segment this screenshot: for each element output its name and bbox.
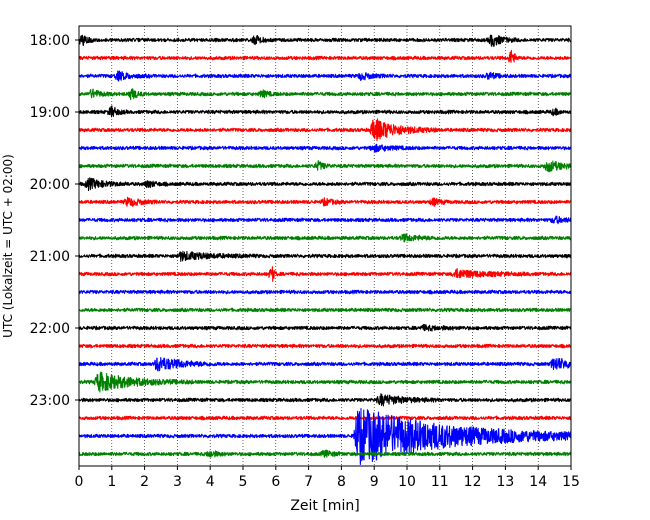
- trace-line: [78, 323, 572, 332]
- x-tick-label: 14: [529, 474, 547, 490]
- trace-line: [78, 393, 572, 407]
- trace-line: [78, 49, 572, 63]
- x-tick-label: 8: [337, 474, 346, 490]
- x-tick-label: 7: [304, 474, 313, 490]
- trace-line: [78, 449, 572, 458]
- x-tick-label: 2: [140, 474, 149, 490]
- x-tick-label: 3: [173, 474, 182, 490]
- y-axis-ticks: 18:00 19:00 20:00 21:00 22:00 23:00: [30, 33, 79, 409]
- y-tick-label: 18:00: [30, 33, 70, 49]
- x-tick-label: 10: [398, 474, 416, 490]
- trace-line: [78, 177, 572, 192]
- x-tick-label: 12: [464, 474, 482, 490]
- x-tick-label: 13: [496, 474, 514, 490]
- y-tick-label: 21:00: [30, 249, 70, 265]
- y-tick-label: 20:00: [30, 177, 70, 193]
- y-axis-label: UTC (Lokalzeit = UTC + 02:00): [1, 154, 15, 338]
- trace-line: [78, 356, 572, 372]
- trace-line: [78, 70, 572, 82]
- y-tick-label: 23:00: [30, 393, 70, 409]
- y-tick-label: 19:00: [30, 105, 70, 121]
- trace-line: [78, 407, 572, 466]
- trace-line: [78, 371, 572, 393]
- x-tick-label: 15: [562, 474, 580, 490]
- trace-line: [78, 307, 572, 313]
- x-tick-label: 5: [239, 474, 248, 490]
- x-axis-label: Zeit [min]: [290, 498, 359, 514]
- x-tick-label: 6: [271, 474, 280, 490]
- trace-line: [78, 215, 572, 225]
- x-tick-label: 4: [206, 474, 215, 490]
- trace-line: [78, 289, 572, 295]
- trace-line: [78, 233, 572, 243]
- trace-line: [78, 88, 572, 101]
- trace-line: [78, 118, 572, 142]
- minute-grid: [111, 26, 539, 466]
- y-tick-label: 22:00: [30, 321, 70, 337]
- trace-line: [78, 34, 572, 47]
- trace-line: [78, 415, 572, 421]
- x-tick-label: 0: [75, 474, 84, 490]
- trace-line: [78, 160, 572, 173]
- trace-line: [78, 105, 572, 118]
- seismogram-traces: [78, 34, 572, 466]
- trace-line: [78, 266, 572, 283]
- trace-line: [78, 143, 572, 153]
- trace-line: [78, 250, 572, 262]
- trace-line: [78, 196, 572, 207]
- x-tick-label: 9: [370, 474, 379, 490]
- x-tick-label: 1: [107, 474, 116, 490]
- plot-frame: [78, 25, 572, 467]
- x-axis-ticks: 0 1 2 3 4 5 6 7 8 9 10 11 12 13 14 15: [75, 466, 580, 490]
- trace-line: [78, 343, 572, 349]
- x-tick-label: 11: [431, 474, 449, 490]
